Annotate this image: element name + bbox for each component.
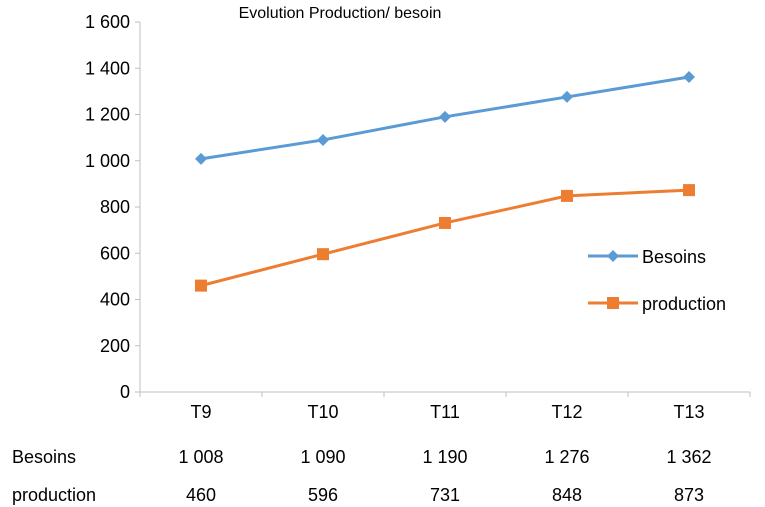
chart-title: Evolution Production/ besoin <box>239 5 442 22</box>
x-tick-label: T12 <box>551 402 582 422</box>
y-axis-ticks: 0 200 400 600 800 1 000 1 200 1 400 1 600 <box>85 12 140 402</box>
y-tick-label: 1 600 <box>85 12 130 32</box>
y-tick-label: 1 200 <box>85 105 130 125</box>
y-tick-label: 1 000 <box>85 151 130 171</box>
y-tick-label: 0 <box>120 382 130 402</box>
y-tick-label: 200 <box>100 336 130 356</box>
data-point-besoins <box>195 152 207 165</box>
y-tick-label: 1 400 <box>85 58 130 78</box>
data-point-besoins <box>317 133 329 146</box>
table-row-header: Besoins <box>12 447 76 467</box>
table-cell: 460 <box>186 485 216 505</box>
x-tick-label: T13 <box>673 402 704 422</box>
legend: Besoins production <box>588 247 726 314</box>
table-cell: 1 190 <box>422 447 467 467</box>
data-point-besoins <box>561 90 573 103</box>
table-cell: 873 <box>674 485 704 505</box>
data-point-production <box>439 216 451 229</box>
series-line-production <box>200 188 690 288</box>
table-cell: 1 090 <box>300 447 345 467</box>
table-cell: 1 276 <box>544 447 589 467</box>
legend-label: production <box>642 294 726 314</box>
data-point-production <box>561 189 573 202</box>
table-row-header: production <box>12 485 96 505</box>
table-cell: 596 <box>308 485 338 505</box>
data-table: Besoins 1 008 1 090 1 190 1 276 1 362 producti… <box>12 447 712 505</box>
legend-marker <box>607 250 619 262</box>
legend-marker <box>607 297 619 309</box>
x-tick-label: T11 <box>430 402 460 422</box>
table-cell: 731 <box>430 485 460 505</box>
series-layer <box>195 71 695 292</box>
y-tick-label: 800 <box>100 197 130 217</box>
x-tick-label: T9 <box>190 402 211 422</box>
data-point-production <box>683 184 695 197</box>
data-point-production <box>317 248 329 261</box>
y-tick-label: 400 <box>100 290 130 310</box>
x-tick-label: T10 <box>307 402 338 422</box>
x-axis-ticks: T9 T10 T11 T12 T13 <box>139 392 751 422</box>
y-tick-label: 600 <box>100 243 130 263</box>
data-point-besoins <box>439 110 451 123</box>
table-cell: 1 008 <box>178 447 223 467</box>
legend-label: Besoins <box>642 247 706 267</box>
data-point-production <box>195 279 207 292</box>
data-point-besoins <box>683 71 695 84</box>
table-cell: 848 <box>552 485 582 505</box>
table-cell: 1 362 <box>666 447 711 467</box>
